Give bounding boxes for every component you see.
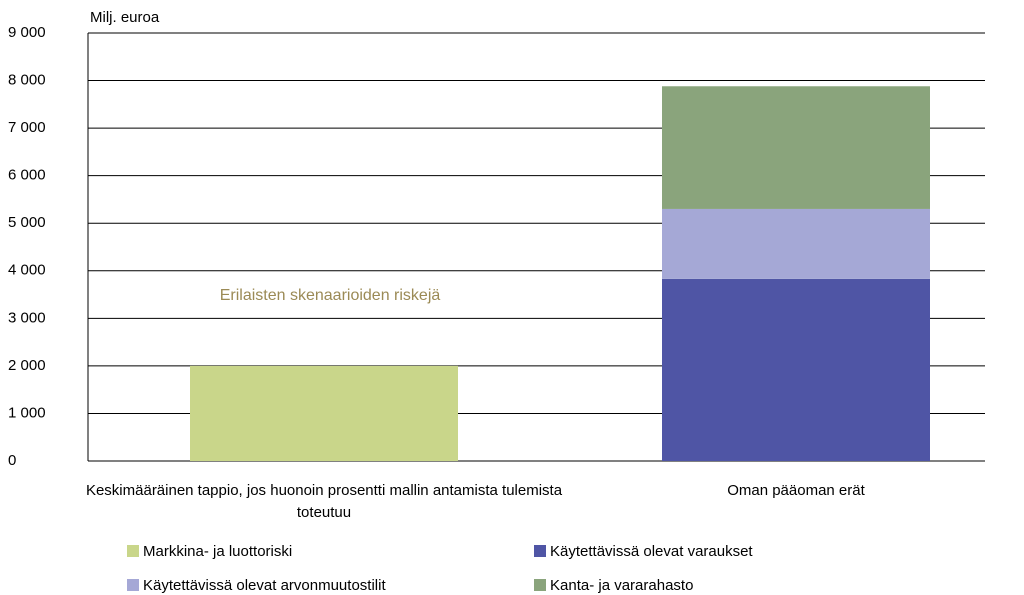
annotation: Erilaisten skenaarioiden riskejä [220,287,441,304]
bar-segment [190,365,458,461]
bar-segment [662,208,930,279]
legend-label: Markkina- ja luottoriski [143,543,292,560]
y-tick-label: 6 000 [8,167,46,184]
legend-swatch [127,579,139,591]
legend-swatch [127,545,139,557]
legend-label: Käytettävissä olevat arvonmuutostilit [143,577,386,594]
x-tick-label: Oman pääoman erät [727,482,865,499]
legend-swatch [534,545,546,557]
bar-segment [662,278,930,461]
y-tick-label: 9 000 [8,24,46,41]
legend-swatch [534,579,546,591]
y-tick-label: 2 000 [8,357,46,374]
y-tick-label: 0 [8,452,16,469]
y-tick-label: 8 000 [8,72,46,89]
y-tick-label: 5 000 [8,214,46,231]
y-tick-label: 3 000 [8,309,46,326]
y-tick-label: 7 000 [8,119,46,136]
legend-label: Kanta- ja vararahasto [550,577,693,594]
x-tick-label: Keskimääräinen tappio, jos huonoin prose… [85,482,563,521]
bar-segment [662,86,930,209]
y-tick-label: 4 000 [8,262,46,279]
y-axis-label: Milj. euroa [90,9,160,26]
legend-label: Käytettävissä olevat varaukset [550,543,753,560]
y-tick-label: 1 000 [8,404,46,421]
